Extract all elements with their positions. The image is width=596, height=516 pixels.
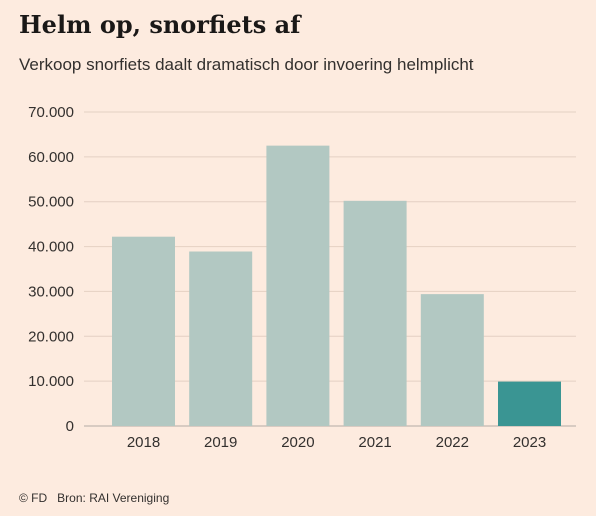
y-tick-label: 50.000 — [28, 194, 74, 211]
bar-2020 — [266, 145, 330, 426]
bar-2022 — [420, 294, 484, 426]
copyright-credit: © FD — [19, 491, 48, 505]
x-tick-label: 2018 — [127, 434, 160, 451]
bar-2019 — [189, 251, 253, 426]
footer: © FD Bron: RAI Vereniging — [19, 491, 169, 505]
chart-title: Helm op, snorfiets af — [19, 10, 301, 39]
y-tick-label: 20.000 — [28, 328, 74, 345]
chart-subtitle: Verkoop snorfiets daalt dramatisch door … — [19, 55, 474, 74]
x-tick-label: 2023 — [513, 434, 546, 451]
bar-2023 — [498, 381, 561, 426]
x-tick-label: 2021 — [358, 434, 391, 451]
bar-2021 — [343, 200, 407, 426]
x-tick-label: 2019 — [204, 434, 237, 451]
y-axis-labels: 0 10.000 20.000 30.000 40.000 50.000 60.000 70.… — [28, 104, 74, 435]
x-axis-labels: 2018 2019 2020 2021 2022 2023 — [127, 434, 546, 451]
bar-2018 — [112, 236, 175, 426]
y-tick-label: 0 — [66, 418, 74, 435]
y-tick-label: 10.000 — [28, 373, 74, 390]
x-tick-label: 2022 — [436, 434, 469, 451]
y-tick-label: 40.000 — [28, 239, 74, 256]
source-note: Bron: RAI Vereniging — [57, 491, 170, 505]
y-tick-label: 30.000 — [28, 283, 74, 300]
y-tick-label: 70.000 — [28, 104, 74, 121]
x-tick-label: 2020 — [281, 434, 314, 451]
bars — [112, 145, 561, 426]
y-tick-label: 60.000 — [28, 149, 74, 166]
